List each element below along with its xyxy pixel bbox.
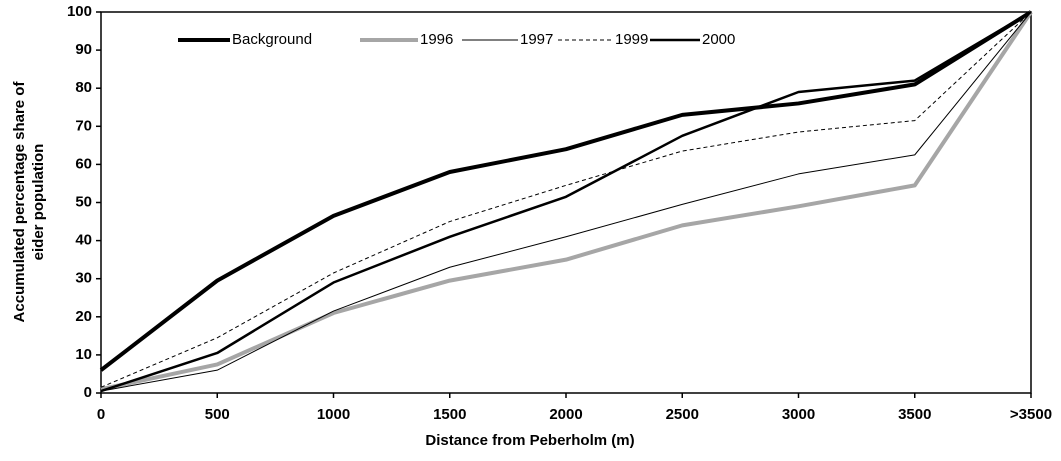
- x-axis-title: Distance from Peberholm (m): [425, 432, 634, 449]
- x-tick-label: 3000: [782, 406, 815, 423]
- line-series: [99, 10, 1033, 372]
- y-axis-title: Accumulated percentage share of: [11, 81, 28, 323]
- y-tick-label: 60: [75, 155, 92, 172]
- legend-label: 2000: [702, 31, 735, 48]
- line-series: [100, 10, 1033, 392]
- line-series: [100, 11, 1032, 392]
- x-tick-label: >3500: [1010, 406, 1052, 423]
- y-tick-label: 20: [75, 308, 92, 325]
- y-tick-label: 0: [84, 384, 92, 401]
- legend-label: 1997: [520, 31, 553, 48]
- y-tick-label: 90: [75, 41, 92, 58]
- x-tick-label: 0: [97, 406, 105, 423]
- legend-label: 1996: [420, 31, 453, 48]
- y-tick-label: 10: [75, 346, 92, 363]
- x-tick-label: 3500: [898, 406, 931, 423]
- plot-frame: [100, 11, 1032, 394]
- y-axis-title: eider population: [30, 144, 47, 261]
- legend-label: Background: [232, 31, 312, 48]
- x-tick-label: 1000: [317, 406, 350, 423]
- line-series: [100, 10, 1032, 393]
- y-tick-label: 40: [75, 232, 92, 249]
- x-tick-label: 2500: [666, 406, 699, 423]
- y-tick-label: 80: [75, 79, 92, 96]
- x-tick-label: 1500: [433, 406, 466, 423]
- y-tick-label: 50: [75, 193, 92, 210]
- x-tick-label: 500: [205, 406, 230, 423]
- y-tick-label: 100: [67, 3, 92, 20]
- y-tick-label: 70: [75, 117, 92, 134]
- legend-label: 1999: [615, 31, 648, 48]
- x-tick-label: 2000: [549, 406, 582, 423]
- line-series: [100, 11, 1032, 388]
- y-tick-label: 30: [75, 270, 92, 287]
